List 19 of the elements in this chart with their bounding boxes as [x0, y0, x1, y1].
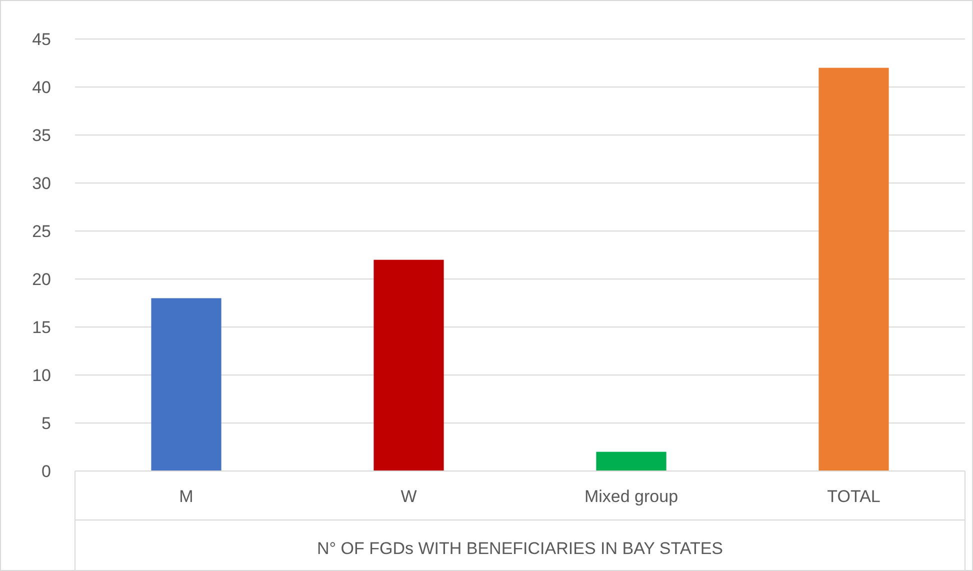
y-tick-label: 10 [32, 366, 51, 385]
y-tick-label: 25 [32, 222, 51, 241]
x-tick-label: W [400, 487, 417, 506]
y-tick-label: 0 [42, 462, 51, 481]
x-axis-title: N° OF FGDs WITH BENEFICIARIES IN BAY STATES [316, 539, 724, 558]
bar [374, 260, 444, 471]
bar [596, 452, 666, 471]
y-tick-label: 30 [32, 174, 51, 193]
x-tick-label: TOTAL [827, 487, 880, 506]
y-tick-label: 35 [32, 126, 51, 145]
y-tick-label: 40 [32, 78, 51, 97]
y-tick-label: 45 [32, 30, 51, 49]
x-tick-label: Mixed group [584, 487, 678, 506]
y-tick-label: 5 [42, 414, 51, 433]
y-tick-label: 20 [32, 270, 51, 289]
y-tick-label: 15 [32, 318, 51, 337]
x-tick-label: M [179, 487, 194, 506]
bar [151, 298, 222, 471]
bar [818, 68, 889, 471]
